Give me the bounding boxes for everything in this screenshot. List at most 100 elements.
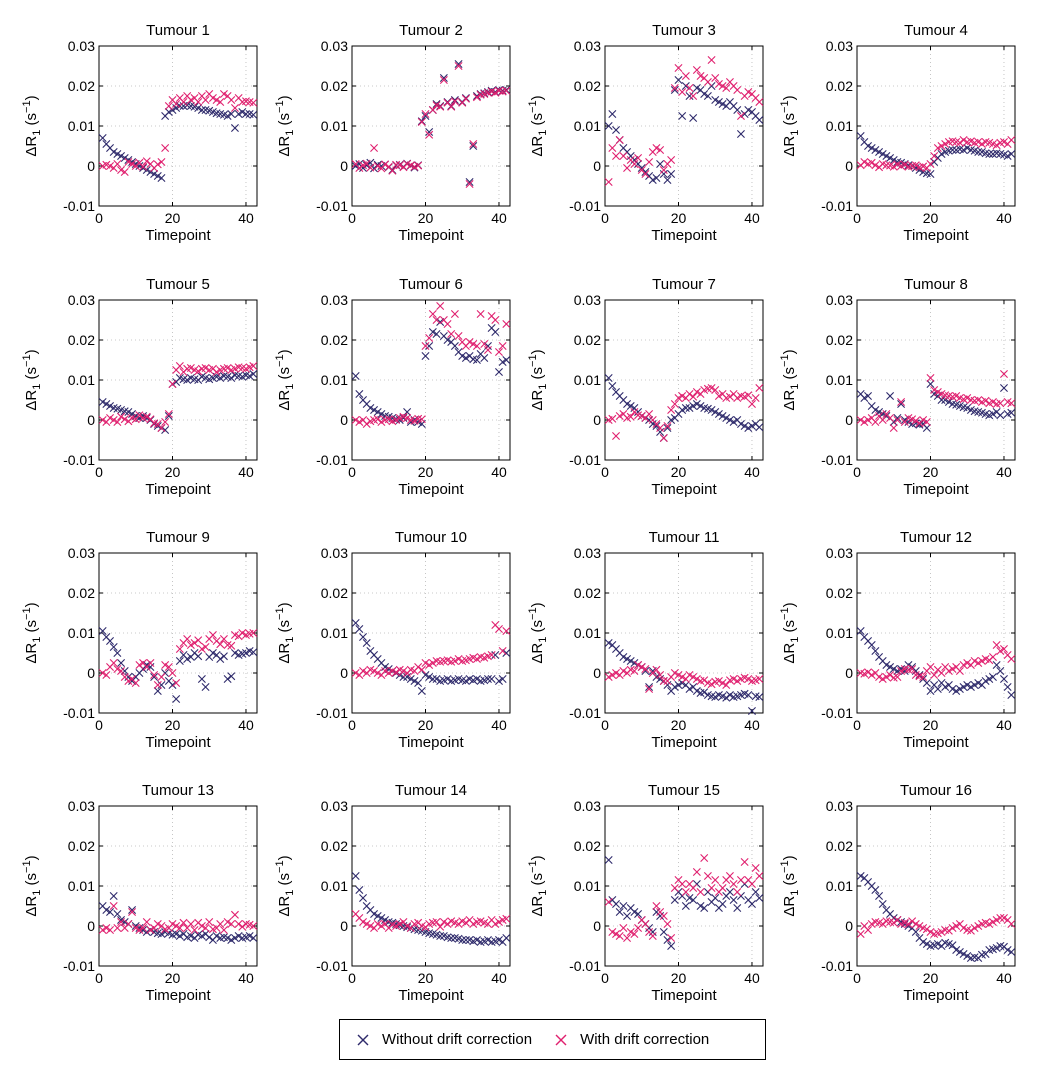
data-point-stroke <box>216 98 225 106</box>
data-point-stroke <box>142 661 151 669</box>
data-point-stroke <box>502 86 511 95</box>
panel-title: Tumour 16 <box>900 782 972 799</box>
data-point <box>755 675 764 683</box>
data-point-stroke <box>421 659 430 667</box>
y-tick-label: 0.02 <box>68 78 95 94</box>
data-point <box>351 372 360 380</box>
data-point <box>656 428 665 436</box>
data-point-stroke <box>241 371 250 380</box>
series-without-drift-correction <box>351 318 511 428</box>
data-point <box>933 685 942 693</box>
data-point-stroke <box>886 910 895 918</box>
data-point <box>922 679 931 687</box>
data-point <box>113 150 122 158</box>
data-point <box>135 661 144 669</box>
data-point <box>974 922 983 930</box>
y-tick-label: -0.01 <box>63 705 95 721</box>
data-point <box>355 164 364 172</box>
data-point-stroke <box>999 675 1008 683</box>
data-point-stroke <box>856 132 865 140</box>
data-point-stroke <box>190 366 199 374</box>
data-point-stroke <box>392 160 401 169</box>
axes-box <box>604 299 764 461</box>
data-point-stroke <box>109 902 118 910</box>
data-point <box>194 98 203 106</box>
data-point-stroke <box>469 920 478 928</box>
data-point <box>722 693 731 702</box>
data-point <box>465 180 474 188</box>
data-point-stroke <box>747 900 756 908</box>
data-point-stroke <box>689 884 698 892</box>
data-point-stroke <box>663 424 672 432</box>
data-point-stroke <box>889 918 898 927</box>
data-point-stroke <box>963 144 972 152</box>
data-point <box>711 693 720 701</box>
data-point <box>656 146 665 154</box>
series-with-drift-correction <box>856 136 1016 172</box>
x-tick-label: 20 <box>418 464 434 480</box>
data-point-stroke <box>667 406 676 414</box>
data-point <box>432 316 441 324</box>
data-point-stroke <box>685 894 694 902</box>
data-point <box>615 932 624 940</box>
data-point <box>139 164 148 172</box>
data-point-stroke <box>944 392 953 400</box>
data-point-stroke <box>421 671 430 679</box>
y-tick-label: 0.01 <box>574 625 601 641</box>
data-point-stroke <box>700 90 709 98</box>
data-point <box>755 116 764 124</box>
data-point-stroke <box>630 908 639 916</box>
data-point <box>238 922 247 931</box>
data-point <box>201 96 210 104</box>
data-point-stroke <box>205 933 214 942</box>
data-point <box>117 659 126 667</box>
data-point-stroke <box>714 392 723 400</box>
data-point <box>692 687 701 695</box>
data-point <box>450 342 459 350</box>
legend-entry-without: Without drift correction <box>340 1020 532 1059</box>
data-point-stroke <box>937 142 946 150</box>
data-point <box>696 72 705 80</box>
data-point-stroke <box>472 675 481 683</box>
data-point-stroke <box>201 364 210 372</box>
y-tick-label: 0 <box>593 665 601 681</box>
data-point <box>722 681 731 689</box>
data-point <box>179 918 188 927</box>
y-tick-label: 0.02 <box>321 838 348 854</box>
data-point-stroke <box>223 675 232 683</box>
data-point <box>483 936 492 944</box>
data-point <box>98 134 107 142</box>
data-point-stroke <box>626 928 635 936</box>
data-point <box>867 671 876 679</box>
x-axis-label: Timepoint <box>903 734 969 751</box>
data-point-stroke <box>410 416 419 425</box>
data-point-stroke <box>882 410 891 418</box>
data-point-stroke <box>117 667 126 675</box>
data-point <box>219 90 228 98</box>
data-point-stroke <box>428 106 437 114</box>
series-with-drift-correction <box>856 641 1016 683</box>
data-point-stroke <box>403 923 412 932</box>
data-point-stroke <box>911 416 920 425</box>
data-point-stroke <box>926 928 935 936</box>
data-point <box>755 423 764 432</box>
data-point-stroke <box>384 162 393 171</box>
data-point-stroke <box>747 90 756 98</box>
series-without-drift-correction <box>604 374 764 442</box>
x-tick-label: 20 <box>165 464 181 480</box>
data-point-stroke <box>867 920 876 928</box>
data-point <box>120 667 129 675</box>
x-tick-label: 20 <box>923 970 939 986</box>
data-point <box>623 164 632 172</box>
data-point-stroke <box>608 110 617 118</box>
data-point-stroke <box>487 324 496 332</box>
data-point-stroke <box>919 162 928 171</box>
data-point <box>153 920 162 928</box>
data-point-stroke <box>985 675 994 683</box>
legend-marker-without-stroke2 <box>357 1034 369 1045</box>
data-point <box>966 926 975 935</box>
data-point <box>157 158 166 166</box>
data-point-stroke <box>216 110 225 118</box>
data-point-stroke <box>476 350 485 358</box>
